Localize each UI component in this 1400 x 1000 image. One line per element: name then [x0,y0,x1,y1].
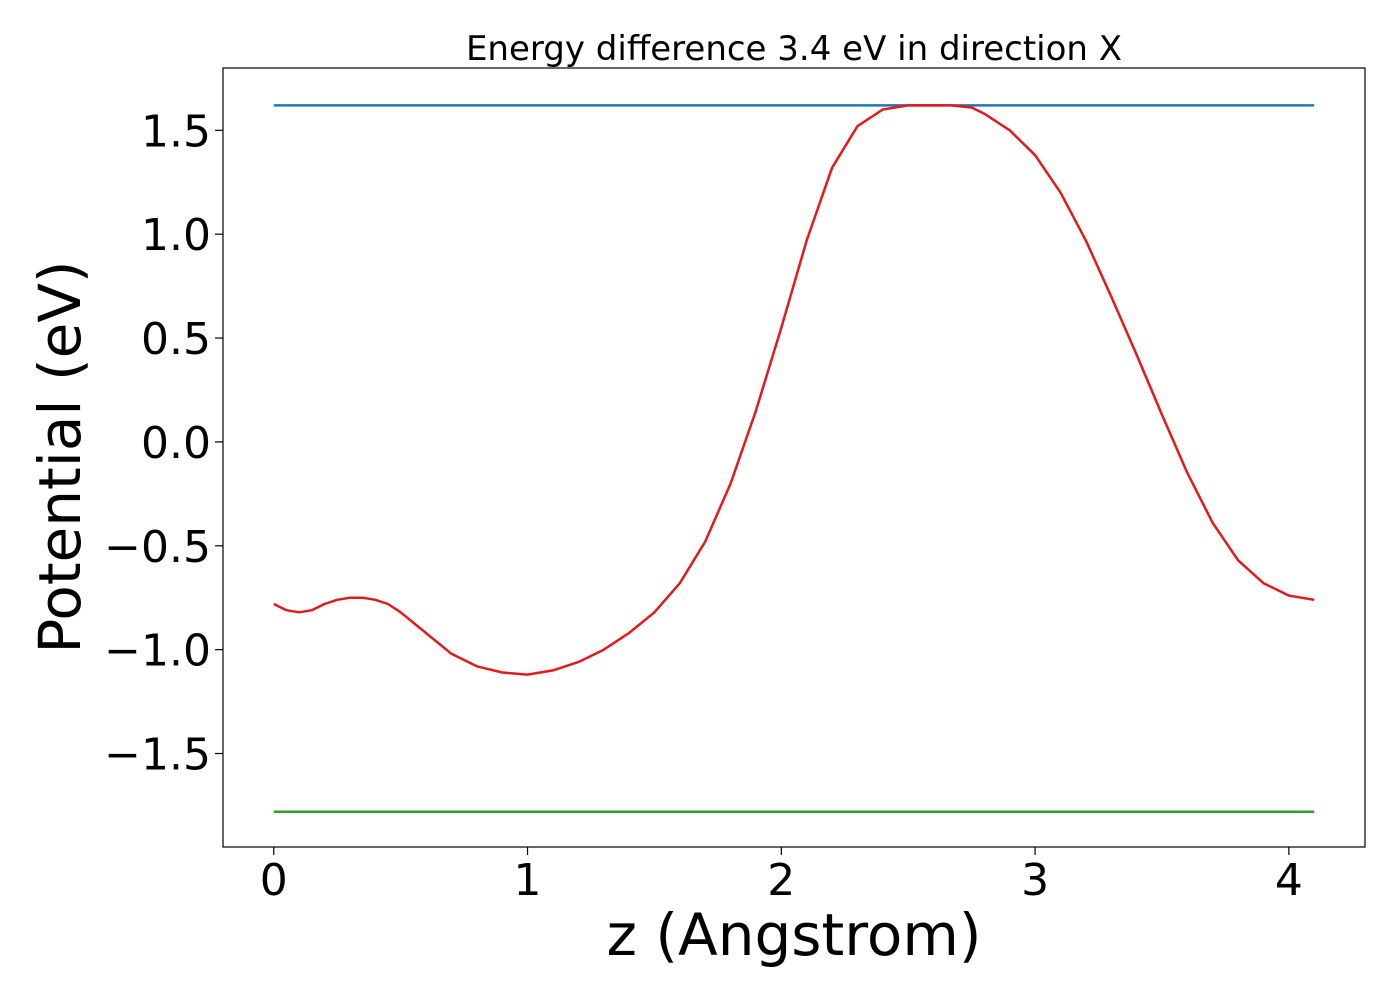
series-line-3 [273,104,1315,676]
y-tick-label: 1.0 [141,210,211,261]
plot-frame [222,67,1366,848]
x-tick-label: 4 [1275,855,1303,906]
x-tick-label: 0 [260,855,288,906]
y-tick-label: −1.0 [104,626,211,677]
chart-title: Energy difference 3.4 eV in direction X [466,29,1122,69]
x-axis: 0 1 2 3 4 [260,847,1303,906]
y-axis: −1.5 −1.0 −0.5 0.0 0.5 1.0 1.5 [104,106,223,781]
x-tick-label: 3 [1021,855,1049,906]
y-tick-label: 0.5 [141,314,211,365]
x-tick-label: 1 [514,855,542,906]
y-tick-label: 0.0 [141,418,211,469]
x-tick-label: 2 [767,855,795,906]
plot-area [222,67,1366,848]
y-tick-label: 1.5 [141,106,211,157]
series-layer [273,104,1315,813]
x-axis-label: z (Angstrom) [607,901,982,969]
y-tick-label: −0.5 [104,522,211,573]
y-axis-label: Potential (eV) [26,260,94,653]
y-tick-label: −1.5 [104,730,211,781]
